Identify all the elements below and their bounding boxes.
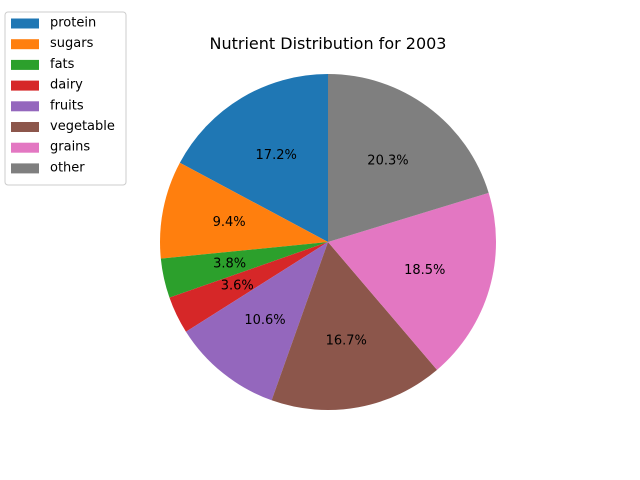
pie-slice-protein xyxy=(179,74,328,242)
slice-label-grains: 18.5% xyxy=(404,263,445,278)
pie-slice-labels: 17.2% 9.4% 3.8% 3.6% 10.6% 16.7% 18.5% 20.3% xyxy=(213,148,446,349)
slice-label-dairy: 3.6% xyxy=(221,278,254,293)
pie-slice-grains xyxy=(328,192,497,370)
legend-swatch-sugars xyxy=(11,39,39,50)
pie-slice-dairy xyxy=(169,242,328,332)
legend-label-sugars: sugars xyxy=(50,36,94,51)
pie-slice-fats xyxy=(160,242,328,298)
legend-swatch-protein xyxy=(11,18,39,29)
chart-title: Nutrient Distribution for 2003 xyxy=(210,34,447,53)
legend-swatch-fats xyxy=(11,59,39,70)
pie-slice-fruits xyxy=(185,242,328,401)
slice-label-protein: 17.2% xyxy=(256,148,297,163)
slice-label-sugars: 9.4% xyxy=(213,215,246,230)
legend-swatch-dairy xyxy=(11,80,39,91)
legend-swatch-fruits xyxy=(11,101,39,112)
slice-label-fruits: 10.6% xyxy=(244,313,285,328)
legend-swatch-vegetable xyxy=(11,122,39,132)
legend-label-dairy: dairy xyxy=(50,78,83,93)
slice-label-other: 20.3% xyxy=(367,153,408,168)
slice-label-vegetable: 16.7% xyxy=(326,334,367,349)
legend-swatch-other xyxy=(11,163,39,174)
legend-label-other: other xyxy=(50,160,85,175)
legend: protein sugars fats dairy fruits vegetable gra… xyxy=(4,11,127,186)
legend-label-vegetable: vegetable xyxy=(50,119,115,134)
legend-label-grains: grains xyxy=(50,140,90,155)
legend-swatch-grains xyxy=(11,142,39,153)
slice-label-fats: 3.8% xyxy=(213,256,246,271)
pie-slice-sugars xyxy=(159,162,328,259)
legend-frame xyxy=(4,11,127,186)
legend-label-protein: protein xyxy=(50,16,96,31)
pie-slices xyxy=(159,74,497,411)
legend-label-fats: fats xyxy=(50,57,75,72)
legend-label-fruits: fruits xyxy=(50,98,84,113)
pie-slice-other xyxy=(328,74,489,242)
pie-slice-vegetable xyxy=(271,242,438,411)
